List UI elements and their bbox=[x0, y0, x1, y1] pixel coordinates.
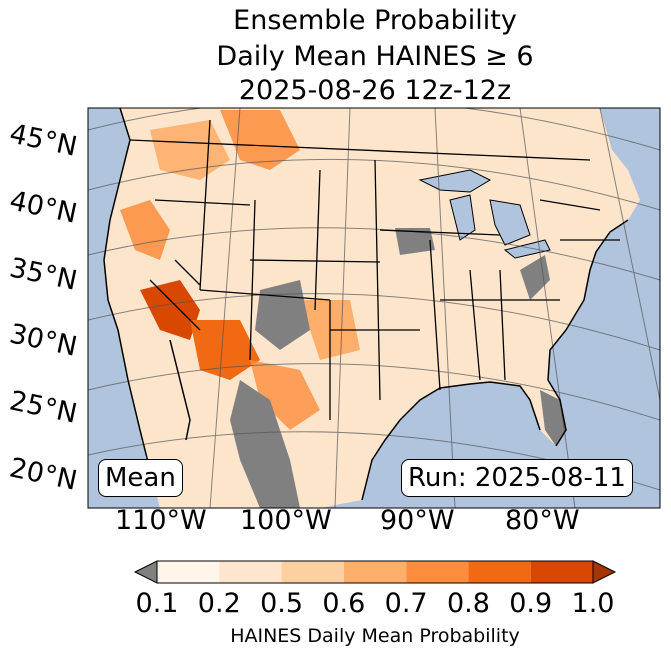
prob-sw bbox=[140, 280, 200, 340]
colorbar-tick-7: 1.0 bbox=[571, 588, 615, 619]
colorbar-over-arrow bbox=[592, 560, 617, 584]
lon-label-90: 90°W bbox=[380, 505, 455, 536]
title-line-1: Ensemble Probability bbox=[233, 5, 517, 36]
coastline bbox=[103, 108, 629, 501]
land-baja bbox=[150, 320, 190, 440]
colorbar-frame bbox=[156, 560, 594, 584]
prob-tx bbox=[250, 360, 320, 430]
colorbar-tick-3: 0.6 bbox=[322, 588, 366, 619]
missing-il bbox=[395, 228, 435, 255]
map-frame bbox=[87, 107, 661, 509]
colorbar-cell-6 bbox=[530, 561, 593, 583]
colorbar-under-arrow bbox=[133, 560, 158, 584]
colorbar-tick-2: 0.5 bbox=[260, 588, 304, 619]
missing-ga bbox=[520, 255, 550, 300]
title-line-3: 2025-08-26 12z-12z bbox=[238, 75, 512, 106]
prob-west-high bbox=[120, 200, 170, 260]
colorbar-cell-5 bbox=[468, 561, 531, 583]
prob-mt bbox=[220, 110, 300, 170]
colorbar-tick-0: 0.1 bbox=[135, 588, 179, 619]
great-lakes bbox=[418, 169, 551, 259]
graticule bbox=[88, 108, 660, 508]
prob-az bbox=[190, 320, 260, 380]
lon-label-110: 110°W bbox=[115, 505, 207, 536]
colorbar-tick-5: 0.8 bbox=[446, 588, 490, 619]
colorbar-cell-1 bbox=[219, 561, 282, 583]
colorbar-tick-4: 0.7 bbox=[384, 588, 428, 619]
colorbar-cell-4 bbox=[406, 561, 469, 583]
title-line-2: Daily Mean HAINES ≥ 6 bbox=[216, 41, 534, 72]
colorbar-tick-6: 0.9 bbox=[509, 588, 553, 619]
prob-nw bbox=[150, 120, 230, 180]
lon-label-100: 100°W bbox=[240, 505, 332, 536]
run-label-box: Run: 2025-08-11 bbox=[401, 459, 633, 497]
lon-label-80: 80°W bbox=[505, 505, 580, 536]
colorbar-cell-2 bbox=[281, 561, 344, 583]
missing-mexico bbox=[230, 380, 300, 508]
state-borders bbox=[129, 119, 620, 420]
missing-fl bbox=[540, 390, 566, 446]
colorbar-cell-0 bbox=[157, 561, 220, 583]
colorbar-tick-1: 0.2 bbox=[197, 588, 241, 619]
mean-label-box: Mean bbox=[98, 459, 183, 497]
colorbar-label: HAINES Daily Mean Probability bbox=[230, 625, 520, 647]
colorbar-cell-3 bbox=[343, 561, 407, 583]
